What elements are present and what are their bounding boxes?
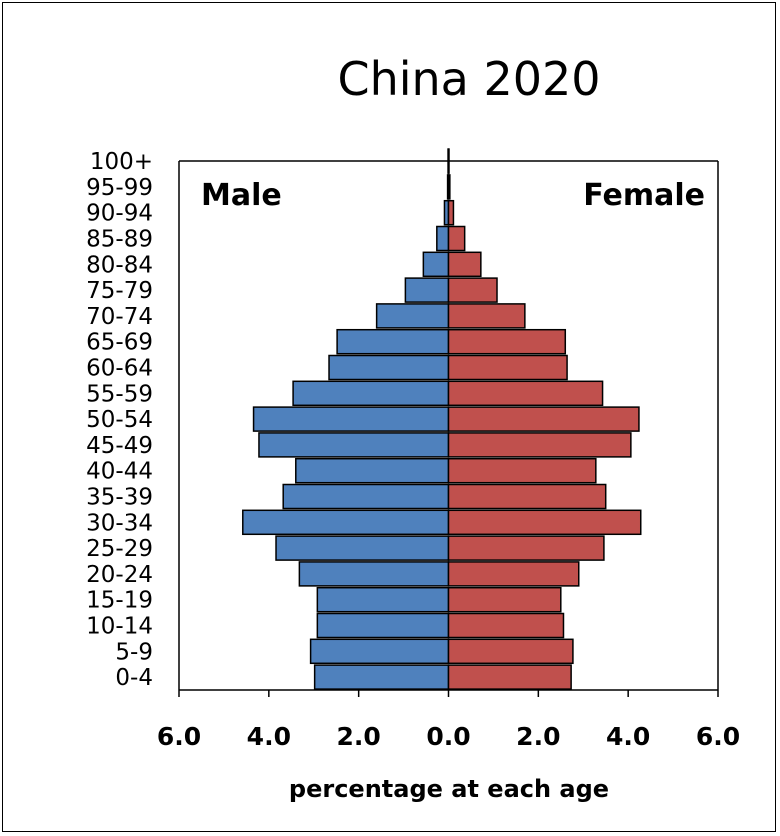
population-pyramid-chart: China 2020 0-45-910-1415-1920-2425-2930-…	[86, 52, 740, 803]
x-axis-label: percentage at each age	[289, 775, 609, 803]
bar-male-40-44	[295, 457, 450, 484]
age-label: 5-9	[115, 639, 153, 665]
age-label: 15-19	[86, 588, 153, 614]
bar-female-20-24	[447, 561, 580, 587]
bar-male-0-4	[313, 664, 450, 690]
bar-male-5-9	[309, 638, 450, 665]
bar-male-45-49	[258, 432, 450, 458]
x-tick-label: 4.0	[247, 722, 291, 751]
bar-female-80-84	[447, 251, 482, 278]
bar-female-5-9	[447, 638, 574, 665]
bar-male-35-39	[282, 483, 450, 510]
bar-male-10-14	[316, 612, 450, 639]
chart-title: China 2020	[337, 52, 600, 106]
age-label: 40-44	[86, 459, 153, 485]
age-label: 50-54	[86, 407, 153, 433]
x-tick-label: 6.0	[157, 722, 201, 751]
bar-female-65-69	[447, 328, 567, 355]
age-label: 75-79	[86, 278, 153, 304]
bar-male-50-54	[252, 406, 450, 432]
bar-female-45-49	[447, 432, 632, 458]
bar-female-40-44	[447, 457, 597, 484]
male-label: Male	[201, 178, 282, 213]
bar-female-95-99	[447, 174, 451, 200]
age-label: 35-39	[86, 485, 153, 511]
age-label: 20-24	[86, 562, 153, 588]
bar-female-55-59	[447, 380, 604, 407]
age-label: 70-74	[86, 304, 153, 330]
x-ticks: 6.0 4.0 2.0 0.0 2.0 4.0 6.0	[157, 690, 740, 751]
age-label: 90-94	[86, 201, 153, 227]
bar-female-75-79	[447, 277, 498, 303]
age-label: 0-4	[115, 665, 153, 691]
x-tick-label: 6.0	[696, 722, 740, 751]
age-labels: 0-45-910-1415-1920-2425-2930-3435-3940-4…	[86, 149, 153, 691]
age-label: 100+	[90, 149, 153, 175]
age-label: 80-84	[86, 252, 153, 278]
age-label: 65-69	[86, 330, 153, 356]
age-label: 85-89	[86, 227, 153, 253]
bar-male-15-19	[316, 586, 450, 613]
bar-male-65-69	[336, 328, 450, 355]
bar-female-85-89	[447, 225, 466, 252]
bar-female-25-29	[447, 535, 605, 561]
bar-female-70-74	[447, 303, 526, 329]
bar-female-30-34	[447, 509, 642, 536]
bar-male-60-64	[328, 354, 450, 381]
age-label: 60-64	[86, 356, 153, 382]
x-tick-label: 2.0	[516, 722, 560, 751]
bar-female-35-39	[447, 483, 607, 510]
x-tick-label: 2.0	[337, 722, 381, 751]
bar-male-75-79	[404, 277, 450, 303]
age-label: 45-49	[86, 433, 153, 459]
bar-male-55-59	[292, 380, 450, 407]
bars-group	[242, 148, 642, 690]
age-label: 30-34	[86, 510, 153, 536]
bar-female-10-14	[447, 612, 565, 639]
bar-female-60-64	[447, 354, 568, 381]
bar-female-50-54	[447, 406, 640, 432]
bar-female-0-4	[447, 664, 572, 690]
x-tick-label: 0.0	[426, 722, 470, 751]
bar-male-70-74	[375, 303, 450, 329]
bar-male-25-29	[275, 535, 450, 561]
female-label: Female	[583, 178, 705, 213]
bar-female-90-94	[447, 199, 455, 226]
age-label: 25-29	[86, 536, 153, 562]
bar-male-80-84	[422, 251, 450, 278]
age-label: 10-14	[86, 614, 153, 640]
age-label: 95-99	[86, 175, 153, 201]
bar-male-85-89	[436, 225, 450, 252]
bar-female-15-19	[447, 586, 562, 613]
bar-male-30-34	[242, 509, 450, 536]
x-tick-label: 4.0	[606, 722, 650, 751]
age-label: 55-59	[86, 381, 153, 407]
bar-male-20-24	[298, 561, 450, 587]
